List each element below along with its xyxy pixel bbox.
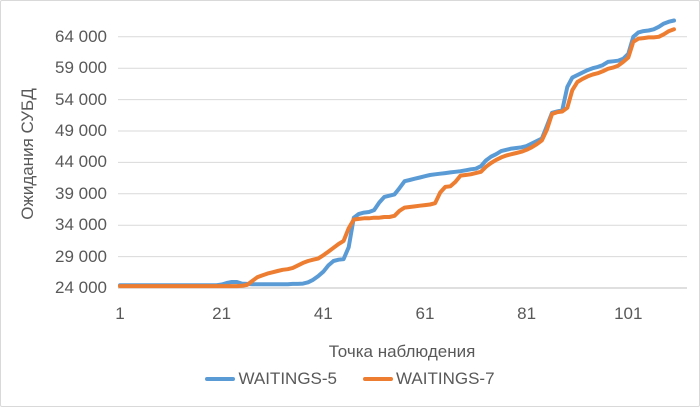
legend: WAITINGS-5 WAITINGS-7 [1, 369, 699, 389]
y-tick-label: 54 000 [55, 89, 107, 109]
y-tick-label: 24 000 [55, 278, 107, 297]
y-tick-label: 29 000 [55, 246, 107, 266]
x-tick-label: 21 [212, 304, 232, 323]
y-tick-label: 59 000 [55, 58, 107, 78]
x-tick-label: 41 [313, 304, 333, 323]
y-tick-label: 44 000 [55, 152, 107, 172]
x-tick-label: 81 [517, 304, 537, 323]
legend-label-waitings-5: WAITINGS-5 [238, 369, 337, 388]
y-tick-label: 49 000 [55, 121, 107, 140]
waitings-7-line-swatch-icon [363, 376, 393, 382]
legend-item-waitings-7[interactable]: WAITINGS-7 [363, 369, 495, 389]
y-tick-label: 64 000 [55, 26, 107, 46]
y-tick-label: 34 000 [55, 215, 107, 235]
legend-item-waitings-5[interactable]: WAITINGS-5 [205, 369, 337, 389]
x-tick-label: 101 [614, 304, 643, 323]
legend-label-waitings-7: WAITINGS-7 [396, 369, 495, 388]
waitings-5-line-swatch-icon [205, 376, 236, 382]
x-tick-label: 61 [415, 304, 435, 323]
waitings-7-series-line [118, 27, 676, 289]
y-tick-label: 39 000 [55, 183, 107, 203]
x-tick-label: 1 [115, 304, 125, 323]
x-axis-title: Точка наблюдения [328, 342, 476, 361]
waitings-5-series-line [118, 18, 676, 288]
